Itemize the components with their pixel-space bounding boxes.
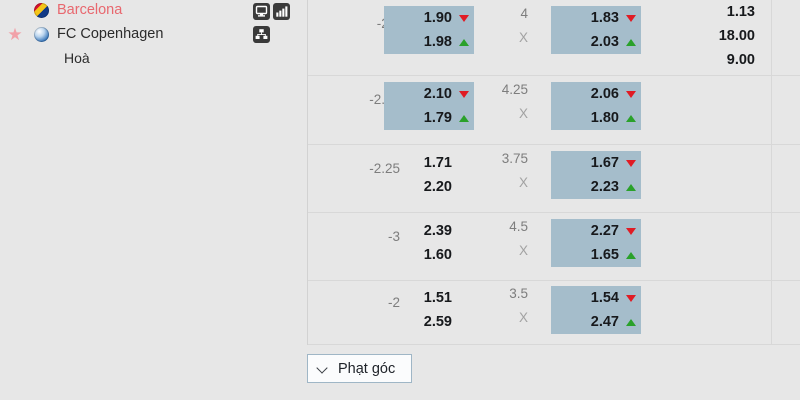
total-odds-cell[interactable]: 1.54 2.47 (551, 286, 641, 334)
tv-stream-icon[interactable] (253, 3, 270, 20)
table-row: -3 2.39 1.60 4.5 X 2.27 1.65 (308, 213, 800, 281)
table-row: -2.25 1.71 2.20 3.75 X 1.67 2.23 (308, 145, 800, 213)
table-row: -2 1.51 2.59 3.5 X 1.54 2.47 (308, 281, 800, 345)
one-x-two-cell[interactable]: 1.13 18.00 9.00 (678, 0, 763, 72)
trend-up-icon (626, 319, 636, 326)
trend-down-icon (626, 160, 636, 167)
handicap-line-label: -2.25 (369, 161, 400, 176)
handicap-line-label: -2 (387, 295, 400, 310)
trend-up-icon (459, 39, 469, 46)
stats-bar-chart-icon[interactable] (273, 3, 290, 20)
draw-label: X (518, 310, 528, 325)
away-team-name[interactable]: FC Copenhagen (57, 26, 164, 42)
draw-label: X (518, 175, 528, 190)
handicap-over-odds[interactable]: 1.90 (384, 6, 474, 30)
handicap-over-odds[interactable]: 1.51 (423, 290, 452, 306)
total-over-odds[interactable]: 2.06 (551, 82, 641, 106)
handicap-under-odds[interactable]: 1.60 (423, 247, 452, 263)
trend-down-icon (626, 15, 636, 22)
total-odds-cell[interactable]: 2.06 1.80 (551, 82, 641, 130)
handicap-over-odds[interactable]: 2.39 (423, 223, 452, 239)
handicap-under-odds[interactable]: 2.59 (423, 314, 452, 330)
draw-label: X (518, 106, 528, 121)
table-row: -2.5 1.90 1.98 4 X 1.83 2.03 1.13 18.00 … (308, 0, 800, 76)
trend-down-icon (626, 295, 636, 302)
corners-button-label: Phạt góc (338, 360, 396, 377)
chevron-down-icon (318, 363, 329, 374)
total-over-odds[interactable]: 1.54 (551, 286, 641, 310)
handicap-over-odds[interactable]: 2.10 (384, 82, 474, 106)
total-under-odds[interactable]: 2.03 (551, 30, 641, 54)
trend-down-icon (626, 228, 636, 235)
draw-label: X (518, 30, 528, 45)
handicap-odds-cell[interactable]: 1.71 2.20 (384, 151, 474, 199)
two-odds[interactable]: 9.00 (726, 52, 755, 68)
trend-down-icon (459, 15, 469, 22)
trend-up-icon (626, 115, 636, 122)
total-odds-cell[interactable]: 1.83 2.03 (551, 6, 641, 54)
total-over-odds[interactable]: 1.67 (551, 151, 641, 175)
total-line-label: 3.75 (501, 151, 528, 166)
draw-odds[interactable]: 18.00 (718, 28, 755, 44)
total-line-label: 4.5 (509, 219, 528, 234)
total-under-odds[interactable]: 2.23 (551, 175, 641, 199)
handicap-under-odds[interactable]: 1.79 (384, 106, 474, 130)
trend-down-icon (626, 91, 636, 98)
handicap-under-odds[interactable]: 2.20 (423, 179, 452, 195)
handicap-odds-cell[interactable]: 2.39 1.60 (384, 219, 474, 267)
total-line-label: 3.5 (509, 286, 528, 301)
trend-down-icon (459, 91, 469, 98)
handicap-odds-cell[interactable]: 1.90 1.98 (384, 6, 474, 54)
total-odds-cell[interactable]: 1.67 2.23 (551, 151, 641, 199)
match-panel: ★ Barcelona FC Copenhagen Hoà (0, 0, 307, 400)
home-team-name[interactable]: Barcelona (57, 2, 123, 18)
handicap-line-label: -3 (387, 229, 400, 244)
corners-expand-button[interactable]: Phạt góc (307, 354, 413, 383)
total-under-odds[interactable]: 1.65 (551, 243, 641, 267)
total-under-odds[interactable]: 2.47 (551, 310, 641, 334)
media-icon-group (253, 3, 297, 43)
trend-up-icon (626, 39, 636, 46)
barcelona-crest-icon (34, 3, 49, 18)
draw-label: X (518, 243, 528, 258)
handicap-odds-cell[interactable]: 1.51 2.59 (384, 286, 474, 334)
total-over-odds[interactable]: 1.83 (551, 6, 641, 30)
total-over-odds[interactable]: 2.27 (551, 219, 641, 243)
odds-table: -2.5 1.90 1.98 4 X 1.83 2.03 1.13 18.00 … (307, 0, 800, 345)
one-odds[interactable]: 1.13 (726, 4, 755, 20)
total-under-odds[interactable]: 1.80 (551, 106, 641, 130)
table-row: -2.75 2.10 1.79 4.25 X 2.06 1.80 (308, 76, 800, 145)
column-divider (771, 0, 772, 345)
total-line-label: 4 (520, 6, 528, 21)
handicap-odds-cell[interactable]: 2.10 1.79 (384, 82, 474, 130)
total-line-label: 4.25 (501, 82, 528, 97)
handicap-over-odds[interactable]: 1.71 (423, 155, 452, 171)
lineup-tree-icon[interactable] (253, 26, 270, 43)
total-odds-cell[interactable]: 2.27 1.65 (551, 219, 641, 267)
star-icon[interactable]: ★ (7, 25, 23, 44)
match-status-label: Hoà (64, 50, 90, 66)
trend-up-icon (459, 115, 469, 122)
handicap-under-odds[interactable]: 1.98 (384, 30, 474, 54)
trend-up-icon (626, 184, 636, 191)
trend-up-icon (626, 252, 636, 259)
copenhagen-crest-icon (34, 27, 49, 42)
